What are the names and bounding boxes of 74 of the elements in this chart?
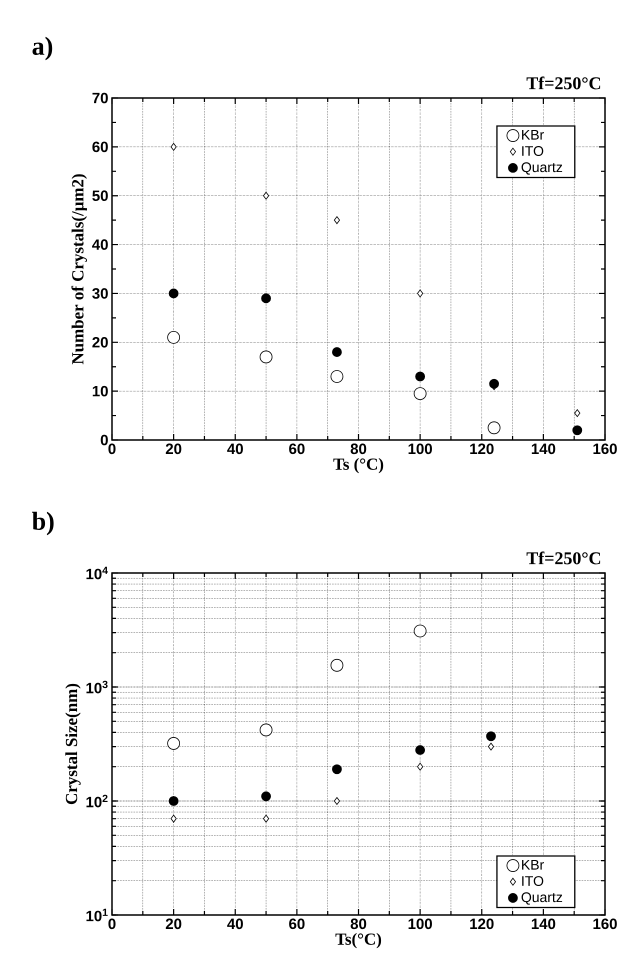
x-tick-label: 40 (227, 918, 243, 930)
point (417, 290, 424, 298)
y-tick-label: 50 (92, 190, 108, 202)
x-tick-label: 140 (532, 918, 556, 930)
legend-label: ITO (522, 146, 544, 156)
x-tick-label: 100 (408, 918, 432, 930)
x-axis-title: Ts(°C) (335, 932, 382, 948)
x-tick-label: 100 (408, 444, 432, 454)
point (415, 745, 426, 755)
y-tick-label: 10$^{2}$ (86, 794, 108, 808)
y-tick-label: 10$^{1}$ (86, 908, 108, 922)
x-tick-label: 80 (350, 444, 366, 454)
point (261, 791, 271, 802)
point (334, 216, 340, 224)
point (486, 731, 496, 742)
point (414, 624, 427, 638)
point (263, 192, 270, 200)
y-tick-label: 40 (92, 239, 108, 250)
x-tick-label: 160 (593, 444, 617, 454)
x-tick-label: 0 (108, 918, 116, 930)
point (168, 288, 179, 298)
chart-title: a) (32, 36, 52, 60)
y-axis-title: Crystal Size(nm) (65, 684, 81, 804)
point (332, 347, 342, 357)
y-tick-label: 0 (100, 434, 108, 446)
x-tick-label: 60 (289, 444, 305, 454)
chart-title: b) (32, 512, 54, 536)
point (167, 331, 180, 344)
y-tick-label: 30 (92, 288, 108, 299)
point (414, 387, 427, 400)
legend-label: KBr (522, 130, 544, 140)
x-tick-label: 0 (108, 444, 116, 454)
point (572, 425, 582, 436)
point (170, 814, 177, 823)
chart-subtitle: Tf=250°C (526, 76, 600, 90)
point (334, 797, 340, 805)
point (332, 764, 342, 774)
point (261, 293, 271, 304)
x-tick-label: 20 (166, 444, 182, 454)
point (574, 409, 580, 418)
x-tick-label: 20 (166, 918, 182, 930)
point (168, 796, 179, 806)
y-tick-label: 10$^{3}$ (86, 680, 108, 694)
point (330, 658, 344, 672)
legend-label: KBr (522, 860, 544, 870)
point (167, 737, 180, 750)
x-tick-label: 60 (289, 918, 305, 930)
x-tick-label: 40 (227, 444, 243, 454)
chart-subtitle: Tf=250°C (526, 552, 600, 564)
point (330, 370, 344, 383)
y-tick-label: 10 (92, 386, 108, 396)
point (488, 421, 500, 434)
legend-label: Quartz (522, 162, 562, 175)
x-tick-label: 120 (470, 918, 494, 930)
x-tick-label: 140 (532, 444, 556, 454)
point (488, 742, 494, 751)
x-tick-label: 120 (470, 444, 494, 454)
y-tick-label: 10$^{4}$ (86, 566, 108, 580)
point (260, 724, 272, 736)
point (263, 814, 270, 823)
point (417, 762, 424, 771)
point (170, 142, 177, 151)
y-axis-title: Number of Crystals(/μm2) (71, 174, 88, 364)
x-tick-label: 160 (593, 918, 617, 930)
x-tick-label: 80 (350, 918, 366, 930)
legend-label: ITO (522, 876, 544, 886)
y-tick-label: 60 (92, 142, 108, 152)
point (415, 372, 426, 382)
point (260, 350, 272, 364)
legend-label: Quartz (522, 892, 562, 905)
point (489, 378, 499, 389)
x-axis-title: Ts (°C) (333, 458, 384, 474)
y-tick-label: 20 (92, 336, 108, 348)
y-tick-label: 70 (92, 92, 108, 104)
